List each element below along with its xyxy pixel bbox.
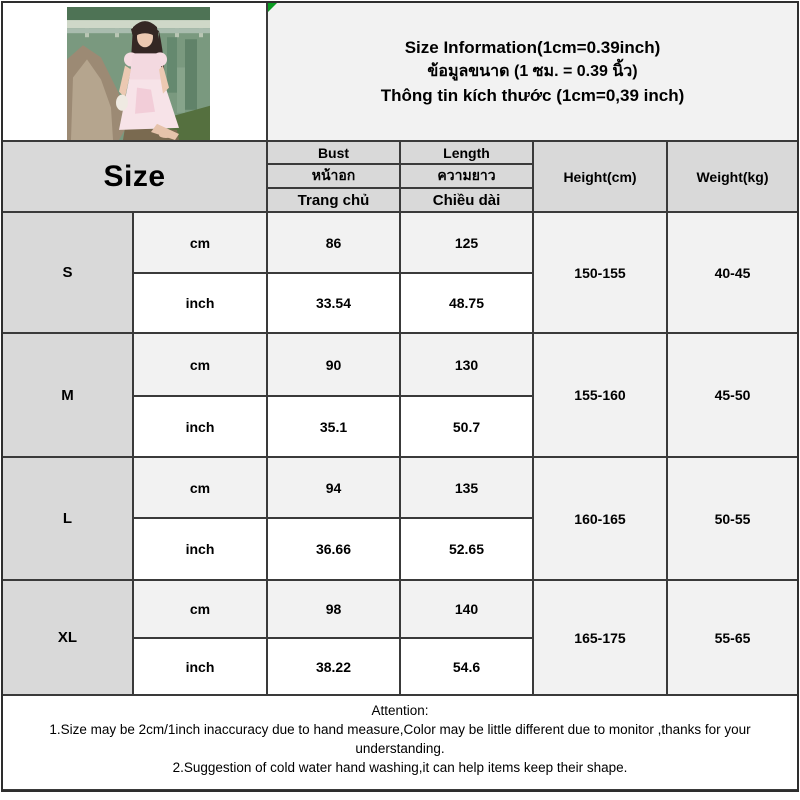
height-range-value: 165-175 xyxy=(533,580,667,695)
unit-cm-label: cm xyxy=(133,580,267,638)
size-label-l: L xyxy=(2,457,133,580)
length-cm-value: 130 xyxy=(400,333,533,396)
bust-cm-value: 90 xyxy=(267,333,400,396)
length-header-th: ความยาว xyxy=(400,164,533,188)
length-inch-value: 48.75 xyxy=(400,273,533,333)
unit-inch-label: inch xyxy=(133,396,267,457)
height-column-header: Height(cm) xyxy=(533,141,667,212)
weight-column-header: Weight(kg) xyxy=(667,141,798,212)
bust-cm-value: 98 xyxy=(267,580,400,638)
title-vietnamese: Thông tin kích thước (1cm=0,39 inch) xyxy=(380,85,685,105)
size-label-xl: XL xyxy=(2,580,133,695)
length-inch-value: 52.65 xyxy=(400,518,533,580)
attention-title: Attention: xyxy=(371,703,429,718)
length-header-en: Length xyxy=(400,141,533,164)
unit-inch-label: inch xyxy=(133,518,267,580)
weight-range-value: 55-65 xyxy=(667,580,798,695)
length-inch-value: 50.7 xyxy=(400,396,533,457)
unit-cm-label: cm xyxy=(133,333,267,396)
size-column-header: Size xyxy=(2,141,267,212)
bust-header-vi: Trang chủ xyxy=(267,188,400,212)
weight-range-value: 45-50 xyxy=(667,333,798,457)
unit-inch-label: inch xyxy=(133,638,267,695)
cell-corner-marker xyxy=(268,3,277,12)
length-cm-value: 135 xyxy=(400,457,533,518)
title-english: Size Information(1cm=0.39inch) xyxy=(404,37,661,57)
weight-range-value: 40-45 xyxy=(667,212,798,333)
length-cm-value: 140 xyxy=(400,580,533,638)
length-header-vi: Chiều dài xyxy=(400,188,533,212)
height-range-value: 155-160 xyxy=(533,333,667,457)
size-label-s: S xyxy=(2,212,133,333)
attention-note: Attention: 1.Size may be 2cm/1inch inacc… xyxy=(2,695,798,790)
length-inch-value: 54.6 xyxy=(400,638,533,695)
weight-range-value: 50-55 xyxy=(667,457,798,580)
attention-line-1: 1.Size may be 2cm/1inch inaccuracy due t… xyxy=(49,722,751,756)
unit-cm-label: cm xyxy=(133,457,267,518)
bust-header-en: Bust xyxy=(267,141,400,164)
unit-cm-label: cm xyxy=(133,212,267,273)
bust-cm-value: 94 xyxy=(267,457,400,518)
attention-line-2: 2.Suggestion of cold water hand washing,… xyxy=(172,760,628,775)
photo-cell xyxy=(2,2,267,141)
product-photo xyxy=(67,7,210,140)
bust-inch-value: 33.54 xyxy=(267,273,400,333)
bust-header-th: หน้าอก xyxy=(267,164,400,188)
title-cell: Size Information(1cm=0.39inch) ข้อมูลขนา… xyxy=(267,2,798,141)
bust-inch-value: 38.22 xyxy=(267,638,400,695)
height-range-value: 150-155 xyxy=(533,212,667,333)
length-cm-value: 125 xyxy=(400,212,533,273)
title-thai: ข้อมูลขนาด (1 ซม. = 0.39 นิ้ว) xyxy=(427,62,638,80)
height-range-value: 160-165 xyxy=(533,457,667,580)
bust-inch-value: 36.66 xyxy=(267,518,400,580)
bust-inch-value: 35.1 xyxy=(267,396,400,457)
size-label-m: M xyxy=(2,333,133,457)
bust-cm-value: 86 xyxy=(267,212,400,273)
unit-inch-label: inch xyxy=(133,273,267,333)
